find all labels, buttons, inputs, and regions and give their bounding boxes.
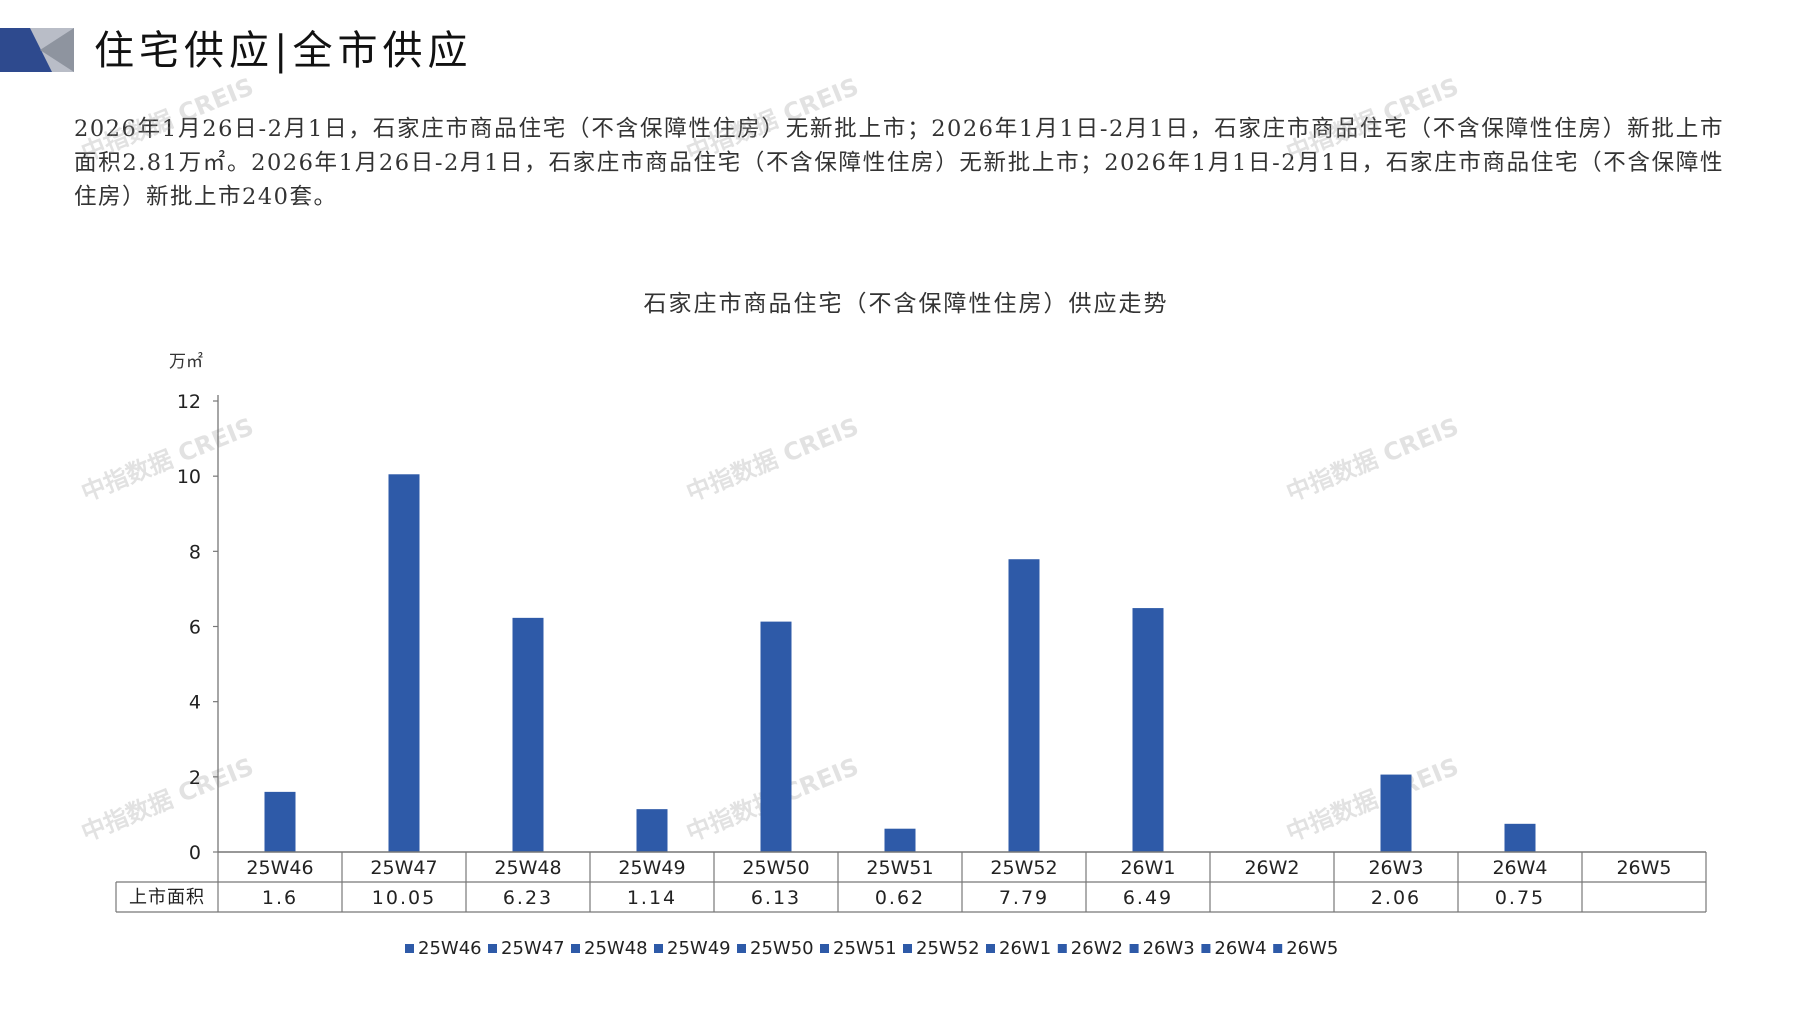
data-value-label: 1.6 — [262, 887, 298, 909]
page-title: 住宅供应|全市供应 — [94, 28, 473, 74]
legend-swatch — [1057, 944, 1067, 953]
data-value-label: 10.05 — [372, 887, 436, 909]
x-tick-label: 26W3 — [1368, 857, 1423, 879]
legend-item-label: 26W4 — [1214, 938, 1266, 959]
legend-swatch — [405, 944, 414, 953]
y-tick-label: 8 — [189, 541, 201, 563]
table-series-label: 上市面积 — [129, 887, 205, 908]
legend-swatch — [488, 944, 497, 953]
data-value-label: 1.14 — [627, 887, 677, 909]
legend-item-label: 26W2 — [1071, 938, 1123, 959]
data-value-label: 0.62 — [875, 887, 925, 909]
bar-25W51 — [884, 828, 916, 852]
bar-25W52 — [1008, 559, 1040, 852]
x-tick-label: 25W48 — [494, 857, 561, 879]
bar-26W4 — [1504, 823, 1536, 852]
x-tick-label: 25W49 — [618, 857, 685, 879]
data-value-label: 2.06 — [1371, 887, 1421, 909]
data-value-label: 0.75 — [1495, 887, 1545, 909]
bar-25W47 — [388, 474, 420, 852]
data-value-label: 6.13 — [751, 887, 801, 909]
legend-swatch — [654, 944, 663, 953]
data-value-label: 6.49 — [1123, 887, 1173, 909]
y-tick-label: 12 — [177, 391, 201, 413]
legend-item-label: 26W5 — [1286, 938, 1338, 959]
bar-26W1 — [1132, 608, 1164, 852]
x-tick-label: 25W52 — [990, 857, 1057, 879]
legend-swatch — [1201, 944, 1211, 953]
data-value-label: 6.23 — [503, 887, 553, 909]
legend-swatch — [571, 944, 580, 953]
legend-swatch — [1273, 944, 1283, 953]
legend-item-label: 26W3 — [1143, 938, 1195, 959]
bar-25W49 — [636, 809, 668, 852]
legend-item-label: 25W51 — [833, 938, 897, 959]
y-tick-label: 10 — [177, 466, 201, 488]
x-tick-label: 25W46 — [246, 857, 313, 879]
brand-logo-icon — [0, 28, 74, 72]
legend-swatch — [1129, 944, 1139, 953]
y-tick-label: 0 — [189, 842, 201, 864]
legend-swatch — [903, 944, 912, 953]
x-tick-label: 26W4 — [1492, 857, 1547, 879]
legend-item-label: 25W52 — [916, 938, 980, 959]
chart-title: 石家庄市商品住宅（不含保障性住房）供应走势 — [644, 291, 1169, 317]
legend-swatch — [820, 944, 829, 953]
bar-25W46 — [264, 791, 296, 852]
x-tick-label: 25W47 — [370, 857, 437, 879]
bar-25W50 — [760, 621, 792, 852]
y-tick-label: 6 — [189, 617, 201, 639]
legend-item-label: 26W1 — [999, 938, 1051, 959]
x-tick-label: 26W2 — [1244, 857, 1299, 879]
summary-paragraph: 2026年1月26日-2月1日，石家庄市商品住宅（不含保障性住房）无新批上市；2… — [74, 116, 1724, 210]
x-tick-label: 26W5 — [1616, 857, 1671, 879]
x-tick-label: 26W1 — [1120, 857, 1175, 879]
y-axis-unit-label: 万㎡ — [169, 352, 203, 372]
x-tick-label: 25W50 — [742, 857, 809, 879]
legend-swatch — [986, 944, 995, 953]
x-tick-label: 25W51 — [866, 857, 933, 879]
legend-item-label: 25W46 — [418, 938, 482, 959]
y-tick-label: 2 — [189, 767, 201, 789]
legend-item-label: 25W50 — [750, 938, 814, 959]
legend-item-label: 25W47 — [501, 938, 565, 959]
bar-26W3 — [1380, 774, 1412, 852]
data-value-label: 7.79 — [999, 887, 1049, 909]
legend-item-label: 25W49 — [667, 938, 731, 959]
legend-swatch — [737, 944, 746, 953]
y-tick-label: 4 — [189, 692, 201, 714]
bar-25W48 — [512, 617, 544, 852]
legend-item-label: 25W48 — [584, 938, 648, 959]
